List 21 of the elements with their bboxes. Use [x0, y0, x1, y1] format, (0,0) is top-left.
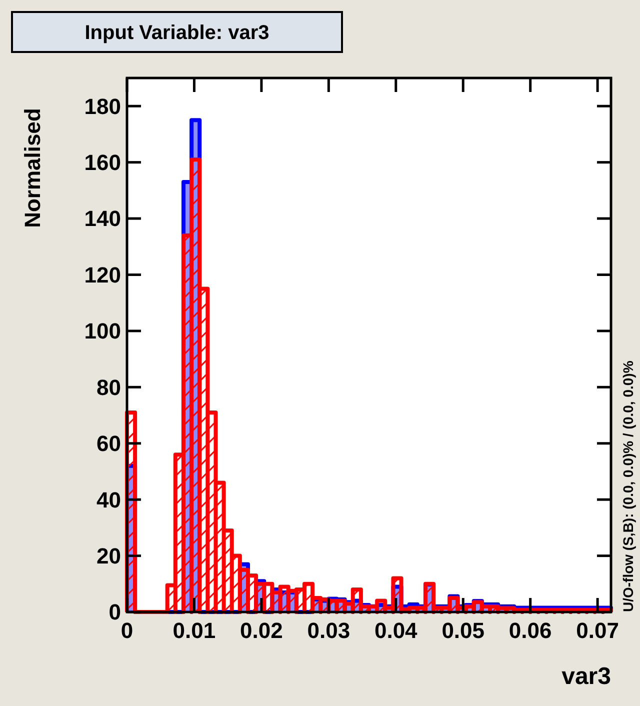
x-tick-label: 0.04	[374, 618, 418, 643]
y-tick-label: 100	[84, 318, 121, 344]
x-tick-label: 0.05	[442, 618, 485, 643]
y-tick-label: 140	[84, 206, 121, 232]
y-tick-label: 60	[96, 431, 121, 456]
y-tick-label: 20	[96, 543, 121, 568]
y-tick-label: 160	[84, 150, 121, 176]
x-tick-label: 0.02	[240, 618, 283, 643]
x-tick-label: 0.03	[307, 618, 350, 643]
chart-title: Input Variable: var3	[84, 22, 270, 44]
x-tick-label: 0.07	[576, 618, 619, 643]
y-tick-label: 80	[96, 374, 121, 400]
x-tick-label: 0.01	[172, 618, 216, 643]
y-axis-title: Normalised	[20, 108, 45, 228]
x-axis-title: var3	[562, 663, 611, 690]
y-tick-label: 0	[108, 600, 121, 625]
y-tick-label: 40	[96, 487, 121, 512]
y-tick-label: 120	[84, 262, 121, 288]
x-tick-label: 0.06	[508, 618, 552, 643]
y-tick-label: 180	[84, 94, 121, 119]
text: U/O-flow (S,B): (0.0, 0.0)% / (0.0, 0.0)%	[620, 360, 636, 612]
